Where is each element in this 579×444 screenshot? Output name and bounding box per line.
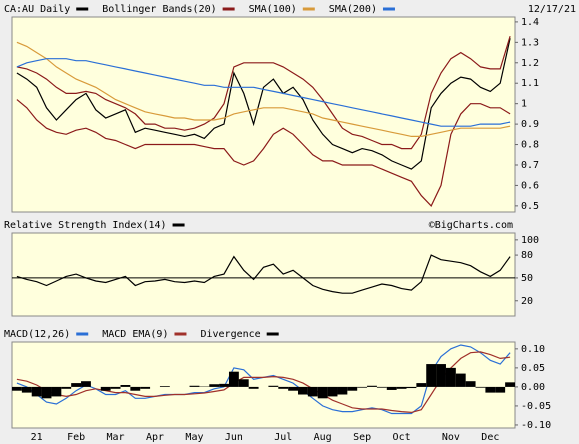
divergence-bar [475, 386, 486, 388]
x-tick-label: Oct [393, 432, 411, 443]
divergence-bar [495, 386, 506, 393]
y-tick-label: 100 [521, 235, 539, 246]
legend-label: Bollinger Bands(20) [102, 4, 216, 15]
y-tick-label: 0.5 [521, 201, 539, 212]
y-tick-label: 1.2 [521, 58, 539, 69]
divergence-bar [288, 386, 299, 391]
divergence-bar [110, 386, 121, 389]
series-line [16, 38, 511, 170]
divergence-bar [307, 386, 318, 397]
x-tick-label: Mar [107, 432, 125, 443]
divergence-bar [367, 385, 377, 387]
divergence-bar [416, 383, 427, 387]
x-tick-label: Jun [225, 432, 243, 443]
divergence-bar [238, 379, 249, 387]
divergence-bar [228, 371, 239, 387]
legend-label: MACD EMA(9) [102, 329, 168, 340]
y-tick-label: 0.6 [521, 180, 539, 191]
x-tick-label: Sep [353, 432, 371, 443]
series-line [16, 58, 511, 127]
divergence-bar [130, 386, 141, 391]
divergence-bar [445, 367, 456, 387]
divergence-bar [219, 383, 229, 387]
divergence-bar [376, 386, 387, 388]
divergence-bar [268, 385, 279, 387]
y-tick-label: 0.05 [521, 363, 545, 374]
divergence-bar [31, 386, 42, 397]
divergence-bar [71, 383, 82, 387]
series-line [16, 254, 511, 294]
plot-area [11, 232, 516, 317]
legend-label: CA:AU Daily [4, 4, 70, 15]
divergence-bar [278, 386, 289, 389]
y-tick-label: 0.8 [521, 140, 539, 151]
y-tick-label: -0.10 [521, 420, 551, 431]
divergence-bar [386, 386, 397, 390]
y-tick-label: 20 [521, 296, 533, 307]
divergence-bar [426, 364, 437, 387]
x-tick-label: Feb [67, 432, 85, 443]
legend-label: Divergence [200, 329, 260, 340]
y-tick-label: 1.3 [521, 37, 539, 48]
y-tick-label: -0.05 [521, 401, 551, 412]
x-tick-label: Apr [146, 432, 164, 443]
series-line [16, 41, 511, 137]
band-upper [16, 36, 511, 150]
divergence-bar [81, 381, 91, 387]
y-tick-label: 0.10 [521, 344, 545, 355]
legend-label: SMA(100) [249, 4, 297, 15]
divergence-bar [337, 386, 348, 395]
x-tick-label: May [185, 432, 203, 443]
divergence-bar [317, 386, 328, 399]
legend-label: SMA(200) [329, 4, 377, 15]
x-tick-label: Dec [481, 432, 499, 443]
y-tick-label: 0.9 [521, 119, 539, 130]
plot-area [11, 16, 516, 213]
divergence-bar [465, 381, 476, 387]
divergence-bar [248, 386, 259, 389]
y-tick-label: 1 [521, 99, 527, 110]
y-tick-label: 0.7 [521, 160, 539, 171]
divergence-bar [436, 364, 446, 387]
divergence-bar [12, 386, 22, 391]
divergence-bar [21, 386, 32, 393]
divergence-bar [51, 386, 62, 397]
y-tick-label: 1.1 [521, 78, 539, 89]
divergence-bar [61, 386, 72, 389]
divergence-bar [298, 386, 308, 395]
band-lower [16, 99, 511, 207]
series-line [16, 351, 511, 414]
divergence-bar [209, 384, 220, 387]
y-tick-label: 0.00 [521, 382, 545, 393]
divergence-bar [189, 385, 200, 387]
divergence-bar [455, 373, 466, 387]
divergence-bar [120, 385, 131, 387]
y-tick-label: 80 [521, 250, 533, 261]
divergence-bar [41, 386, 52, 399]
annotation: ©BigCharts.com [429, 220, 513, 231]
y-tick-label: 1.4 [521, 17, 539, 28]
divergence-bar [396, 386, 407, 389]
divergence-bar [406, 386, 417, 389]
divergence-bar [140, 386, 151, 389]
date-label: 12/17/21 [528, 4, 576, 15]
x-tick-label: Nov [442, 432, 460, 443]
divergence-bar [357, 386, 368, 388]
divergence-bar [347, 386, 358, 391]
y-tick-label: 50 [521, 273, 533, 284]
x-tick-label: Jul [274, 432, 292, 443]
divergence-bar [100, 386, 111, 391]
divergence-bar [505, 382, 515, 387]
x-tick-label: Aug [314, 432, 332, 443]
legend-label: MACD(12,26) [4, 329, 70, 340]
legend-label: Relative Strength Index(14) [4, 220, 167, 231]
divergence-bar [485, 386, 496, 393]
x-tick-label: 21 [31, 432, 43, 443]
divergence-bar [327, 386, 338, 397]
divergence-bar [159, 386, 170, 387]
